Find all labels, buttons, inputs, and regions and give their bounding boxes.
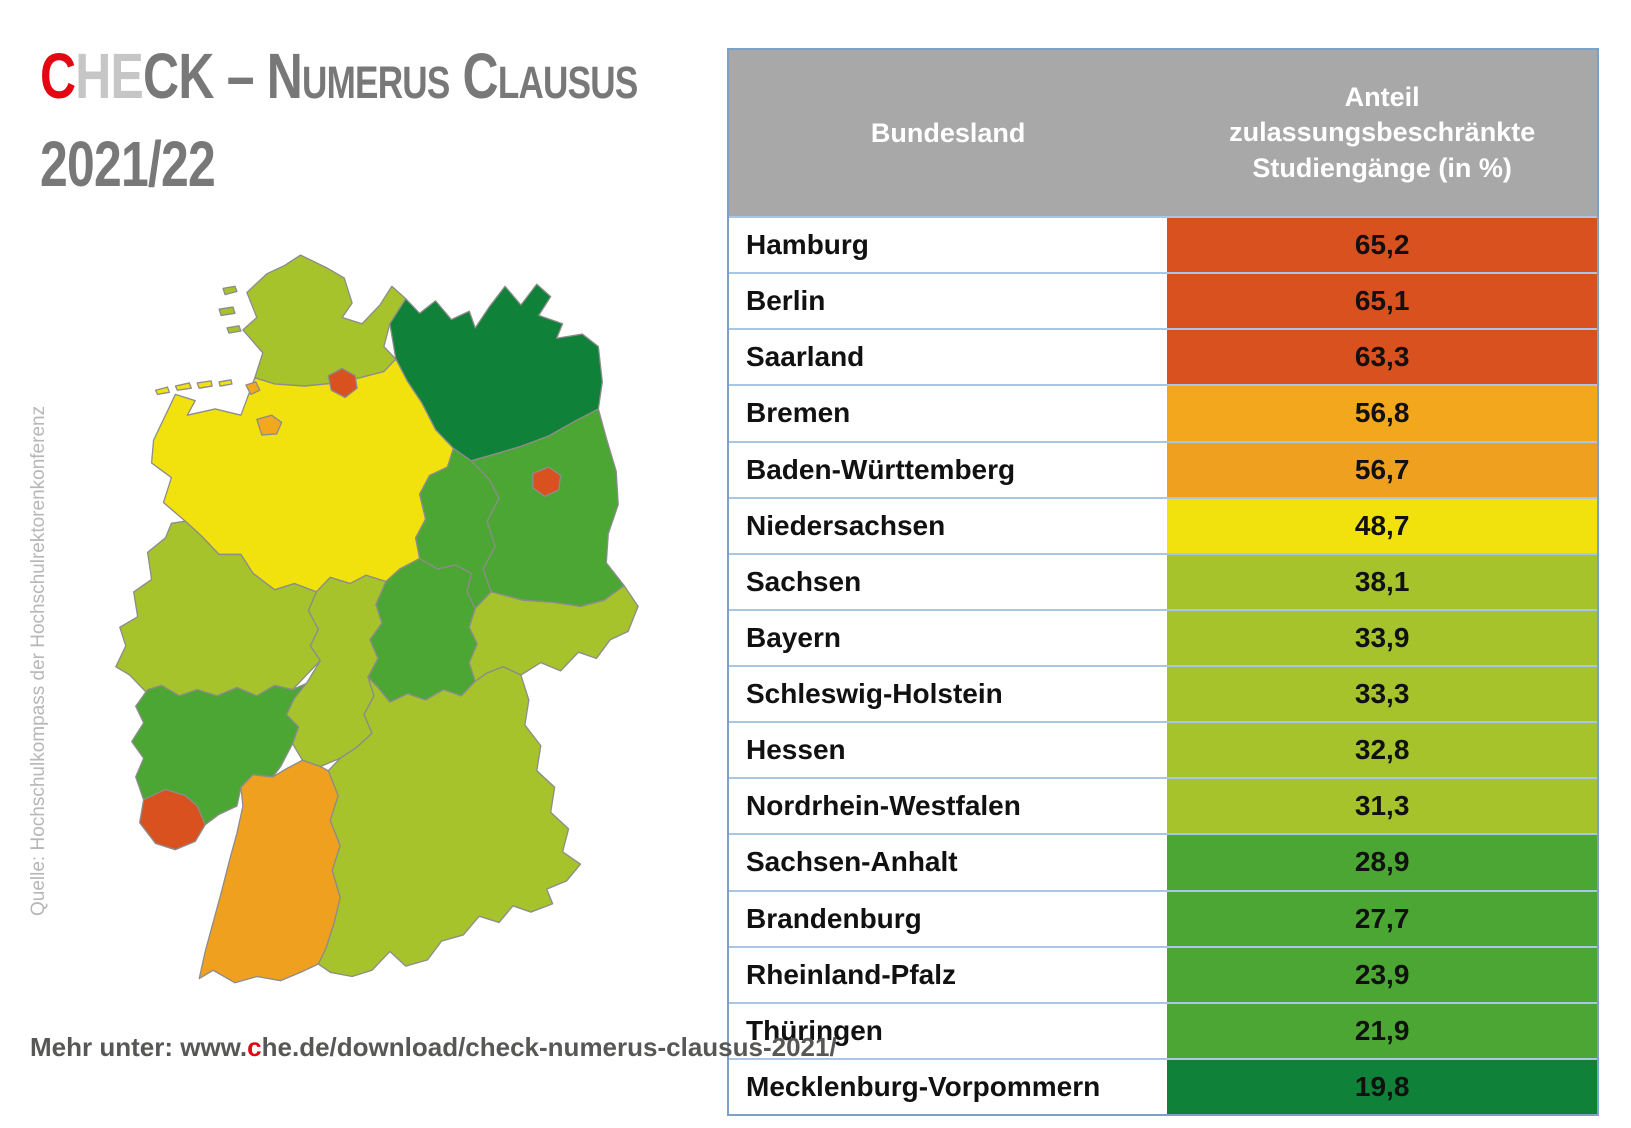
source-note: Quelle: Hochschulkompass der Hochschulre… <box>28 405 49 916</box>
map-east-frisian-islands <box>154 379 233 396</box>
state-value-cell: 27,7 <box>1167 891 1597 946</box>
footer-prefix: Mehr unter: www. <box>30 1032 248 1062</box>
state-name-cell: Hamburg <box>729 218 1168 273</box>
state-value-cell: 21,9 <box>1167 1003 1597 1058</box>
title-line-1: CHECK – Numerus Clausus <box>40 44 638 108</box>
map-state-hamburg <box>327 367 358 399</box>
state-name-cell: Mecklenburg-Vorpommern <box>729 1059 1168 1114</box>
table-header-bundesland: Bundesland <box>870 117 1026 148</box>
title-check-he: HE <box>75 40 144 112</box>
state-name-cell: Niedersachsen <box>729 498 1168 553</box>
state-value-cell: 19,8 <box>1167 1059 1597 1114</box>
table-row: Brandenburg 27,7 <box>729 889 1597 946</box>
state-name-cell: Sachsen <box>729 554 1168 609</box>
state-value-cell: 38,1 <box>1167 554 1597 609</box>
state-value-cell: 63,3 <box>1167 330 1597 385</box>
title-year: 2021/22 <box>40 128 216 200</box>
map-state-schleswig-holstein <box>242 254 407 387</box>
state-name-cell: Schleswig-Holstein <box>729 667 1168 722</box>
table-header: Bundesland Anteil zulassungsbeschränkte … <box>729 50 1597 216</box>
state-name-cell: Hessen <box>729 723 1168 778</box>
table-row: Rheinland-Pfalz 23,9 <box>729 945 1597 1002</box>
map-state-sachsen <box>468 584 639 682</box>
map-state-saarland <box>139 788 206 851</box>
state-name-cell: Rheinland-Pfalz <box>729 947 1168 1002</box>
footer-suffix: he.de/download/check-numerus-clausus-202… <box>261 1032 837 1062</box>
table-header-anteil: Anteil zulassungsbeschränkte Studiengäng… <box>1229 82 1536 183</box>
germany-choropleth-map <box>92 226 648 1016</box>
state-name-cell: Sachsen-Anhalt <box>729 835 1168 890</box>
map-state-baden-wuerttemberg <box>198 759 341 984</box>
map-state-bremen <box>256 414 283 436</box>
state-value-cell: 32,8 <box>1167 723 1597 778</box>
page-title: CHECK – Numerus Clausus 2021/22 <box>40 44 806 196</box>
state-value-cell: 56,8 <box>1167 386 1597 441</box>
state-value-cell: 65,1 <box>1167 274 1597 329</box>
state-name-cell: Baden-Württemberg <box>729 442 1168 497</box>
table-row: Nordrhein-Westfalen 31,3 <box>729 777 1597 834</box>
map-state-bayern <box>317 666 582 978</box>
table-row: Bayern 33,9 <box>729 608 1597 665</box>
state-value-cell: 28,9 <box>1167 835 1597 890</box>
state-value-cell: 33,3 <box>1167 667 1597 722</box>
table-body: Hamburg 65,2 Berlin 65,1 Saarland 63,3 Bremen 5… <box>729 216 1597 1114</box>
table-row: Sachsen 38,1 <box>729 552 1597 609</box>
table-row: Hamburg 65,2 <box>729 216 1597 273</box>
state-value-cell: 33,9 <box>1167 610 1597 665</box>
title-subtitle: – Numerus Clausus <box>213 40 639 112</box>
state-name-cell: Bremen <box>729 386 1168 441</box>
state-value-cell: 48,7 <box>1167 498 1597 553</box>
state-name-cell: Saarland <box>729 330 1168 385</box>
table-row: Berlin 65,1 <box>729 272 1597 329</box>
table-row: Bremen 56,8 <box>729 384 1597 441</box>
state-name-cell: Thüringen <box>729 1003 1168 1058</box>
table-row: Mecklenburg-Vorpommern 19,8 <box>729 1057 1597 1114</box>
table-row: Baden-Württemberg 56,7 <box>729 440 1597 497</box>
title-check-ck: CK <box>143 40 214 112</box>
footer-highlight: c <box>247 1032 262 1062</box>
map-state-berlin <box>532 466 562 497</box>
table-row: Niedersachsen 48,7 <box>729 496 1597 553</box>
state-name-cell: Bayern <box>729 610 1168 665</box>
title-check-c: C <box>40 40 76 112</box>
table-row: Saarland 63,3 <box>729 328 1597 385</box>
numerus-clausus-table: Bundesland Anteil zulassungsbeschränkte … <box>727 48 1599 1116</box>
footer-link: Mehr unter: www.che.de/download/check-nu… <box>30 1032 837 1063</box>
map-north-frisian-islands <box>218 285 242 334</box>
state-value-cell: 65,2 <box>1167 218 1597 273</box>
map-state-bremen-bremerhaven <box>245 381 261 396</box>
state-value-cell: 23,9 <box>1167 947 1597 1002</box>
table-row: Sachsen-Anhalt 28,9 <box>729 833 1597 890</box>
germany-map-svg <box>115 254 639 984</box>
table-row: Thüringen 21,9 <box>729 1001 1597 1058</box>
table-row: Hessen 32,8 <box>729 721 1597 778</box>
state-name-cell: Brandenburg <box>729 891 1168 946</box>
state-value-cell: 31,3 <box>1167 779 1597 834</box>
state-name-cell: Berlin <box>729 274 1168 329</box>
table-row: Schleswig-Holstein 33,3 <box>729 665 1597 722</box>
state-name-cell: Nordrhein-Westfalen <box>729 779 1168 834</box>
state-value-cell: 56,7 <box>1167 442 1597 497</box>
